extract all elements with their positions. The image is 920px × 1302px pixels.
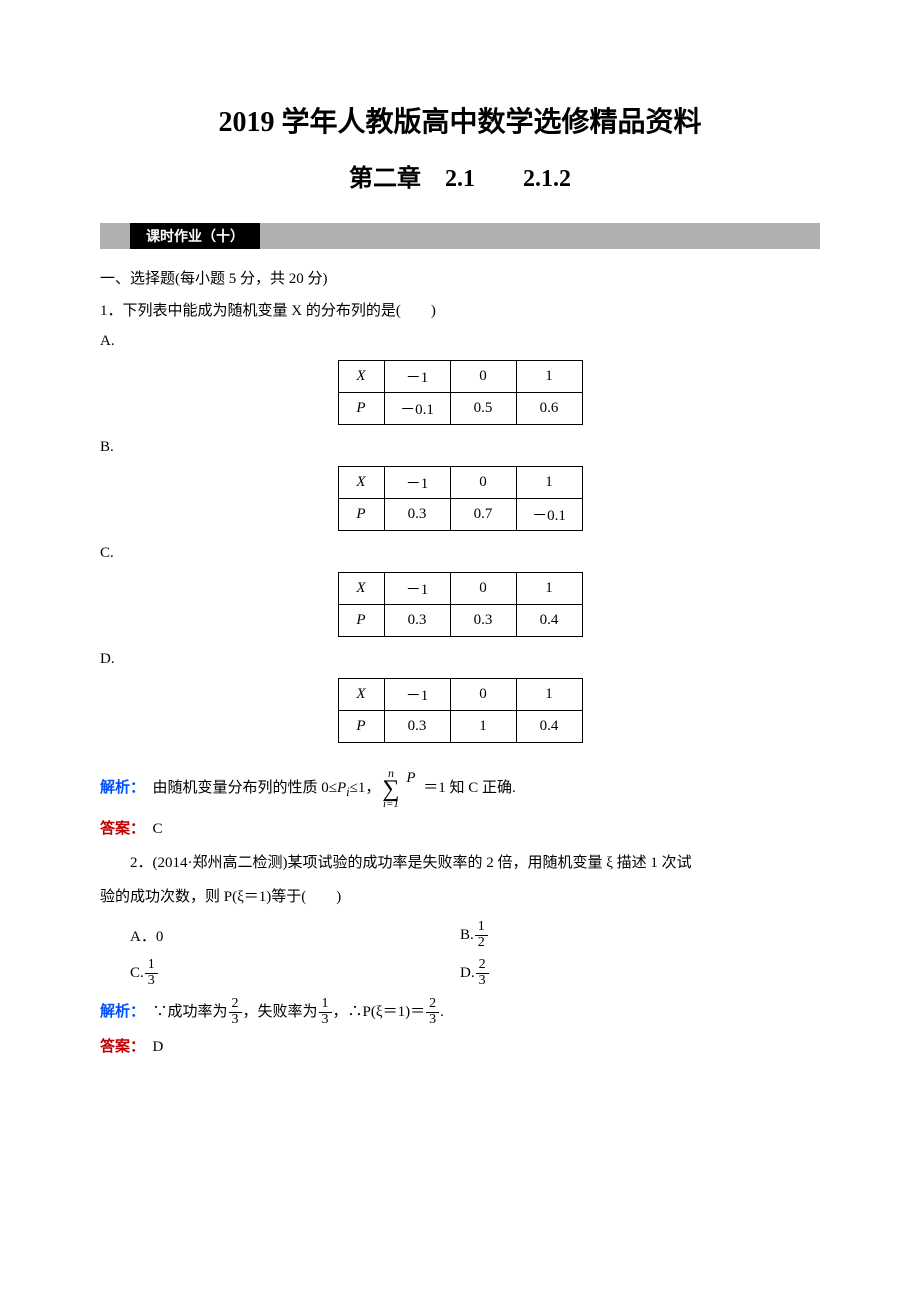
q2-option-c: C.13 bbox=[100, 958, 460, 988]
table-header-x: X bbox=[338, 679, 384, 711]
fraction-den: 3 bbox=[229, 1012, 242, 1028]
table-cell: －0.1 bbox=[516, 499, 582, 531]
q1-option-d-table: X －1 0 1 P 0.3 1 0.4 bbox=[338, 678, 583, 743]
table-cell: －1 bbox=[384, 467, 450, 499]
fraction: 12 bbox=[475, 920, 488, 950]
table-header-p: P bbox=[338, 605, 384, 637]
q2-options-row2: C.13 D.23 bbox=[100, 958, 820, 988]
explain-text: . bbox=[440, 1004, 444, 1020]
explain-label: 解析： bbox=[100, 779, 138, 796]
option-label: D. bbox=[460, 965, 475, 982]
fraction: 13 bbox=[319, 997, 332, 1027]
q1-explanation: 解析： 由随机变量分布列的性质 0≤Pi≤1， n ∑ i=1 P ＝1 知 C… bbox=[100, 767, 820, 810]
explain-text: ∵成功率为 bbox=[138, 1004, 228, 1020]
q1-option-c-label: C. bbox=[100, 545, 820, 562]
fraction-den: 2 bbox=[475, 935, 488, 951]
table-cell: 0 bbox=[450, 679, 516, 711]
document-page: 2019 学年人教版高中数学选修精品资料 第二章 2.1 2.1.2 课时作业（… bbox=[0, 0, 920, 1126]
lesson-banner-label: 课时作业（十） bbox=[130, 223, 260, 249]
explain-text: ≤1， bbox=[350, 780, 381, 796]
fraction-num: 2 bbox=[476, 958, 489, 973]
table-header-p: P bbox=[338, 393, 384, 425]
title-main: 2019 学年人教版高中数学选修精品资料 bbox=[100, 100, 820, 140]
option-label: A．0 bbox=[130, 925, 163, 946]
table-cell: 1 bbox=[516, 361, 582, 393]
fraction: 23 bbox=[229, 997, 242, 1027]
table-cell: 0 bbox=[450, 467, 516, 499]
table-cell: 0.3 bbox=[384, 711, 450, 743]
answer-text: C bbox=[138, 821, 163, 837]
table-cell: 1 bbox=[450, 711, 516, 743]
table-cell: 0.3 bbox=[384, 499, 450, 531]
table-cell: 0.4 bbox=[516, 711, 582, 743]
table-header-p: P bbox=[338, 711, 384, 743]
table-cell: 0.4 bbox=[516, 605, 582, 637]
table-cell: 0.7 bbox=[450, 499, 516, 531]
table-header-x: X bbox=[338, 573, 384, 605]
explain-text: 由随机变量分布列的性质 0≤ bbox=[138, 780, 337, 796]
q2-stem-line2: 验的成功次数，则 P(ξ＝1)等于( ) bbox=[100, 882, 820, 912]
q2-stem-line1: 2．(2014·郑州高二检测)某项试验的成功率是失败率的 2 倍，用随机变量 ξ… bbox=[100, 848, 820, 878]
fraction-num: 1 bbox=[319, 997, 332, 1012]
sum-lower: i=1 bbox=[382, 799, 399, 810]
fraction-den: 3 bbox=[145, 973, 158, 989]
table-cell: 0.3 bbox=[384, 605, 450, 637]
q1-answer: 答案： C bbox=[100, 814, 820, 844]
q2-explanation: 解析： ∵成功率为23，失败率为13，∴P(ξ＝1)＝23. bbox=[100, 997, 820, 1028]
explain-text: ，∴P(ξ＝1)＝ bbox=[333, 1004, 426, 1020]
section-1-heading: 一、选择题(每小题 5 分，共 20 分) bbox=[100, 267, 820, 288]
q1-stem: 1．下列表中能成为随机变量 X 的分布列的是( ) bbox=[100, 298, 820, 325]
fraction-den: 3 bbox=[319, 1012, 332, 1028]
q2-option-b: B.12 bbox=[460, 920, 820, 950]
fraction: 23 bbox=[426, 997, 439, 1027]
fraction-den: 3 bbox=[476, 973, 489, 989]
table-cell: 0.6 bbox=[516, 393, 582, 425]
table-header-p: P bbox=[338, 499, 384, 531]
q2-options-row1: A．0 B.12 bbox=[100, 920, 820, 950]
table-cell: 0 bbox=[450, 361, 516, 393]
table-cell: 0.5 bbox=[450, 393, 516, 425]
table-header-x: X bbox=[338, 467, 384, 499]
sigma-sum: n ∑ i=1 P bbox=[382, 767, 399, 810]
q2-answer: 答案： D bbox=[100, 1032, 820, 1062]
sum-term: P bbox=[406, 771, 415, 786]
q1-option-a-table: X －1 0 1 P －0.1 0.5 0.6 bbox=[338, 360, 583, 425]
fraction-den: 3 bbox=[426, 1012, 439, 1028]
table-cell: 1 bbox=[516, 573, 582, 605]
table-cell: －1 bbox=[384, 361, 450, 393]
table-cell: －1 bbox=[384, 573, 450, 605]
answer-text: D bbox=[138, 1039, 164, 1055]
explain-text: ＝1 知 C 正确. bbox=[420, 780, 516, 796]
title-sub: 第二章 2.1 2.1.2 bbox=[100, 158, 820, 193]
q2-option-a: A．0 bbox=[100, 920, 460, 950]
lesson-banner: 课时作业（十） bbox=[100, 223, 820, 249]
q1-option-a-label: A. bbox=[100, 333, 820, 350]
answer-label: 答案： bbox=[100, 1038, 138, 1055]
q2-option-d: D.23 bbox=[460, 958, 820, 988]
table-cell: 1 bbox=[516, 679, 582, 711]
table-cell: －0.1 bbox=[384, 393, 450, 425]
table-header-x: X bbox=[338, 361, 384, 393]
table-cell: －1 bbox=[384, 679, 450, 711]
explain-text: ，失败率为 bbox=[243, 1004, 318, 1020]
q1-option-c-table: X －1 0 1 P 0.3 0.3 0.4 bbox=[338, 572, 583, 637]
explain-label: 解析： bbox=[100, 1003, 138, 1020]
fraction-num: 1 bbox=[145, 958, 158, 973]
fraction-num: 1 bbox=[475, 920, 488, 935]
option-label: B. bbox=[460, 927, 474, 944]
table-cell: 1 bbox=[516, 467, 582, 499]
fraction-num: 2 bbox=[229, 997, 242, 1012]
table-cell: 0 bbox=[450, 573, 516, 605]
q1-option-d-label: D. bbox=[100, 651, 820, 668]
answer-label: 答案： bbox=[100, 820, 138, 837]
fraction-num: 2 bbox=[426, 997, 439, 1012]
sigma-icon: ∑ bbox=[382, 779, 399, 799]
fraction: 13 bbox=[145, 958, 158, 988]
q1-option-b-label: B. bbox=[100, 439, 820, 456]
q1-option-b-table: X －1 0 1 P 0.3 0.7 －0.1 bbox=[338, 466, 583, 531]
fraction: 23 bbox=[476, 958, 489, 988]
symbol-p: P bbox=[337, 780, 346, 796]
table-cell: 0.3 bbox=[450, 605, 516, 637]
option-label: C. bbox=[130, 965, 144, 982]
